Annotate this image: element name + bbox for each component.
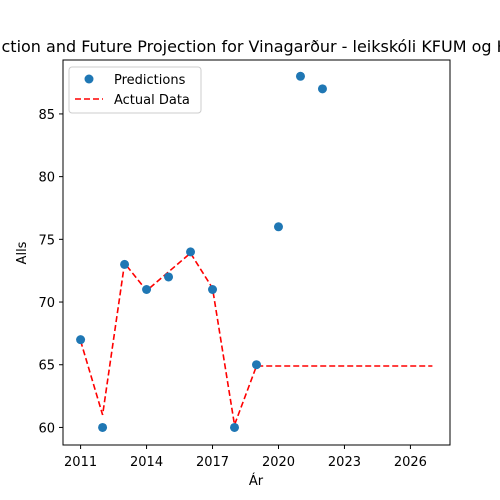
prediction-point bbox=[186, 247, 196, 257]
prediction-point bbox=[295, 71, 305, 81]
legend-label-actual-data: Actual Data bbox=[114, 93, 190, 108]
plot-frame bbox=[62, 59, 451, 446]
actual-data-line bbox=[79, 251, 433, 429]
x-tick-label: 2023 bbox=[328, 455, 361, 470]
y-axis: 60 65 70 75 80 85 bbox=[38, 108, 63, 436]
prediction-point bbox=[252, 360, 261, 370]
prediction-point bbox=[164, 272, 174, 282]
y-tick-label: 70 bbox=[38, 296, 55, 311]
plot-area bbox=[62, 59, 451, 446]
legend: Predictions Actual Data bbox=[68, 66, 202, 114]
x-tick-label: 2026 bbox=[394, 455, 427, 470]
y-tick-label: 85 bbox=[38, 108, 55, 123]
x-axis: 2011 2014 2017 2020 2023 2026 bbox=[64, 445, 427, 470]
legend-box bbox=[68, 66, 202, 114]
legend-label-predictions: Predictions bbox=[114, 73, 186, 88]
x-tick-label: 2017 bbox=[196, 455, 229, 470]
x-tick-label: 2014 bbox=[130, 455, 163, 470]
prediction-point bbox=[142, 284, 152, 294]
prediction-point bbox=[317, 84, 327, 94]
prediction-point bbox=[76, 335, 86, 345]
prediction-point bbox=[98, 422, 108, 432]
y-tick-label: 75 bbox=[38, 233, 55, 248]
y-tick-label: 60 bbox=[38, 421, 55, 436]
y-tick-label: 80 bbox=[38, 171, 55, 186]
x-tick-label: 2011 bbox=[64, 455, 97, 470]
prediction-point bbox=[208, 284, 218, 294]
prediction-point bbox=[230, 422, 240, 432]
y-axis-label: Alls bbox=[15, 241, 30, 264]
chart-title: Prediction and Future Projection for Vin… bbox=[0, 37, 500, 56]
legend-marker-predictions bbox=[84, 74, 94, 84]
y-tick-label: 65 bbox=[38, 359, 55, 374]
prediction-point bbox=[273, 222, 283, 232]
x-axis-label: Ár bbox=[249, 473, 264, 489]
prediction-point bbox=[120, 259, 130, 269]
x-tick-label: 2020 bbox=[262, 455, 295, 470]
